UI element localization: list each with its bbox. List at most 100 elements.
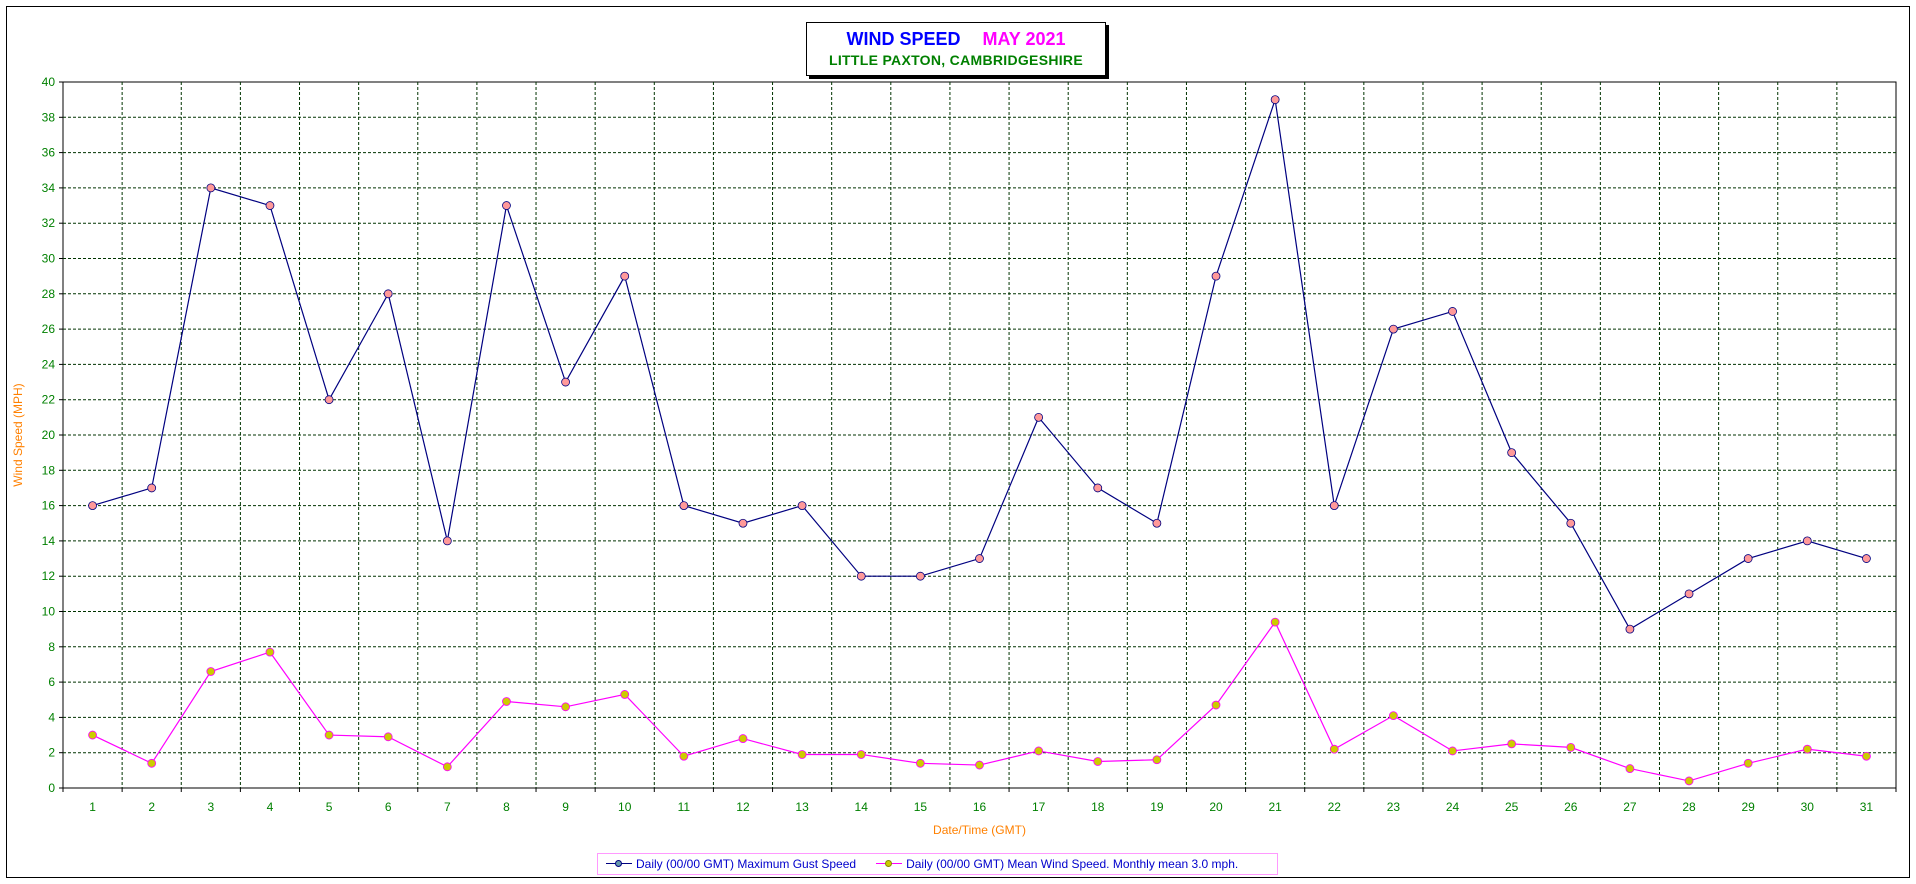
data-point-1 bbox=[265, 201, 275, 210]
x-tick-label: 22 bbox=[1328, 800, 1342, 814]
y-tick-label: 36 bbox=[42, 146, 56, 160]
data-point-2 bbox=[561, 702, 570, 712]
x-tick-label: 5 bbox=[326, 800, 333, 814]
data-point-2 bbox=[1802, 744, 1812, 754]
data-point-1 bbox=[679, 501, 689, 511]
data-point-2 bbox=[620, 690, 630, 699]
data-point-2 bbox=[1684, 776, 1694, 786]
data-point-1 bbox=[1448, 307, 1457, 316]
data-point-2 bbox=[1862, 751, 1871, 761]
chart-legend: Daily (00/00 GMT) Maximum Gust Speed Dai… bbox=[597, 853, 1278, 875]
legend-swatch-gust bbox=[606, 859, 632, 869]
data-point-1 bbox=[1270, 95, 1280, 105]
y-tick-label: 22 bbox=[42, 393, 56, 407]
y-tick-label: 14 bbox=[42, 534, 56, 548]
data-point-1 bbox=[1329, 501, 1339, 511]
x-tick-label: 20 bbox=[1209, 800, 1223, 814]
data-point-1 bbox=[88, 501, 97, 511]
data-point-1 bbox=[442, 536, 452, 546]
data-point-1 bbox=[1684, 589, 1694, 599]
y-tick-label: 38 bbox=[42, 110, 56, 124]
data-point-2 bbox=[1448, 746, 1457, 756]
data-point-2 bbox=[975, 760, 984, 770]
y-tick-label: 20 bbox=[42, 428, 56, 442]
legend-item-gust: Daily (00/00 GMT) Maximum Gust Speed bbox=[598, 857, 856, 871]
y-tick-label: 30 bbox=[42, 252, 56, 266]
data-point-2 bbox=[915, 758, 925, 768]
data-point-2 bbox=[1566, 743, 1576, 752]
data-point-1 bbox=[1389, 324, 1398, 334]
data-point-2 bbox=[1270, 617, 1280, 627]
x-tick-label: 24 bbox=[1446, 800, 1460, 814]
x-tick-label: 27 bbox=[1623, 800, 1637, 814]
data-point-1 bbox=[975, 554, 984, 563]
x-tick-label: 19 bbox=[1150, 800, 1164, 814]
x-tick-label: 3 bbox=[207, 800, 214, 814]
x-tick-label: 23 bbox=[1387, 800, 1401, 814]
data-point-1 bbox=[1211, 271, 1221, 281]
title-month: MAY 2021 bbox=[982, 29, 1066, 49]
x-tick-label: 28 bbox=[1682, 800, 1696, 814]
x-tick-label: 30 bbox=[1801, 800, 1815, 814]
data-point-2 bbox=[1152, 755, 1162, 765]
x-tick-label: 14 bbox=[855, 800, 869, 814]
data-point-1 bbox=[915, 571, 925, 581]
y-axis-title: Wind Speed (MPH) bbox=[11, 383, 25, 486]
y-tick-label: 18 bbox=[42, 463, 56, 477]
data-point-2 bbox=[1211, 700, 1221, 710]
y-tick-label: 6 bbox=[48, 675, 55, 689]
chart-title: WIND SPEED MAY 2021 bbox=[807, 28, 1105, 50]
data-point-1 bbox=[1743, 554, 1753, 563]
data-point-1 bbox=[1802, 536, 1812, 546]
x-tick-label: 31 bbox=[1860, 800, 1874, 814]
y-tick-label: 2 bbox=[48, 746, 55, 760]
x-tick-label: 29 bbox=[1741, 800, 1755, 814]
y-tick-label: 32 bbox=[42, 216, 56, 230]
data-point-2 bbox=[797, 750, 807, 759]
legend-item-mean: Daily (00/00 GMT) Mean Wind Speed. Month… bbox=[868, 857, 1238, 871]
x-tick-label: 6 bbox=[385, 800, 392, 814]
data-point-1 bbox=[1566, 518, 1576, 528]
legend-label-gust: Daily (00/00 GMT) Maximum Gust Speed bbox=[636, 857, 857, 871]
data-point-2 bbox=[324, 730, 334, 740]
title-main: WIND SPEED bbox=[846, 29, 961, 49]
x-tick-label: 18 bbox=[1091, 800, 1105, 814]
x-tick-label: 10 bbox=[618, 800, 632, 814]
data-point-2 bbox=[1625, 764, 1635, 773]
y-tick-label: 12 bbox=[42, 569, 56, 583]
data-point-1 bbox=[324, 395, 334, 405]
grid-layer bbox=[62, 81, 1897, 789]
x-tick-label: 9 bbox=[562, 800, 569, 814]
data-point-1 bbox=[502, 201, 511, 210]
data-point-1 bbox=[147, 483, 157, 493]
data-point-2 bbox=[502, 697, 511, 706]
data-point-1 bbox=[1034, 412, 1044, 422]
data-point-2 bbox=[1034, 746, 1044, 756]
data-point-1 bbox=[206, 183, 216, 193]
y-tick-label: 28 bbox=[42, 287, 56, 301]
data-point-2 bbox=[206, 667, 216, 676]
series-layer bbox=[88, 95, 1871, 786]
data-point-2 bbox=[679, 751, 689, 761]
legend-swatch-mean bbox=[876, 859, 903, 869]
chart-frame bbox=[6, 6, 1910, 878]
y-tick-label: 16 bbox=[42, 499, 56, 513]
x-tick-label: 16 bbox=[973, 800, 987, 814]
data-point-1 bbox=[1093, 483, 1103, 493]
data-point-1 bbox=[1625, 624, 1635, 634]
data-point-2 bbox=[383, 732, 393, 742]
y-tick-label: 26 bbox=[42, 322, 56, 336]
data-point-2 bbox=[265, 647, 275, 657]
x-tick-label: 26 bbox=[1564, 800, 1578, 814]
x-tick-label: 17 bbox=[1032, 800, 1046, 814]
x-tick-label: 12 bbox=[736, 800, 750, 814]
x-axis-title: Date/Time (GMT) bbox=[933, 823, 1026, 837]
y-tick-label: 8 bbox=[48, 640, 55, 654]
data-point-1 bbox=[1862, 554, 1871, 563]
y-tick-label: 24 bbox=[42, 357, 56, 371]
x-tick-label: 25 bbox=[1505, 800, 1519, 814]
data-point-1 bbox=[797, 501, 807, 511]
legend-label-mean: Daily (00/00 GMT) Mean Wind Speed. Month… bbox=[906, 857, 1239, 871]
